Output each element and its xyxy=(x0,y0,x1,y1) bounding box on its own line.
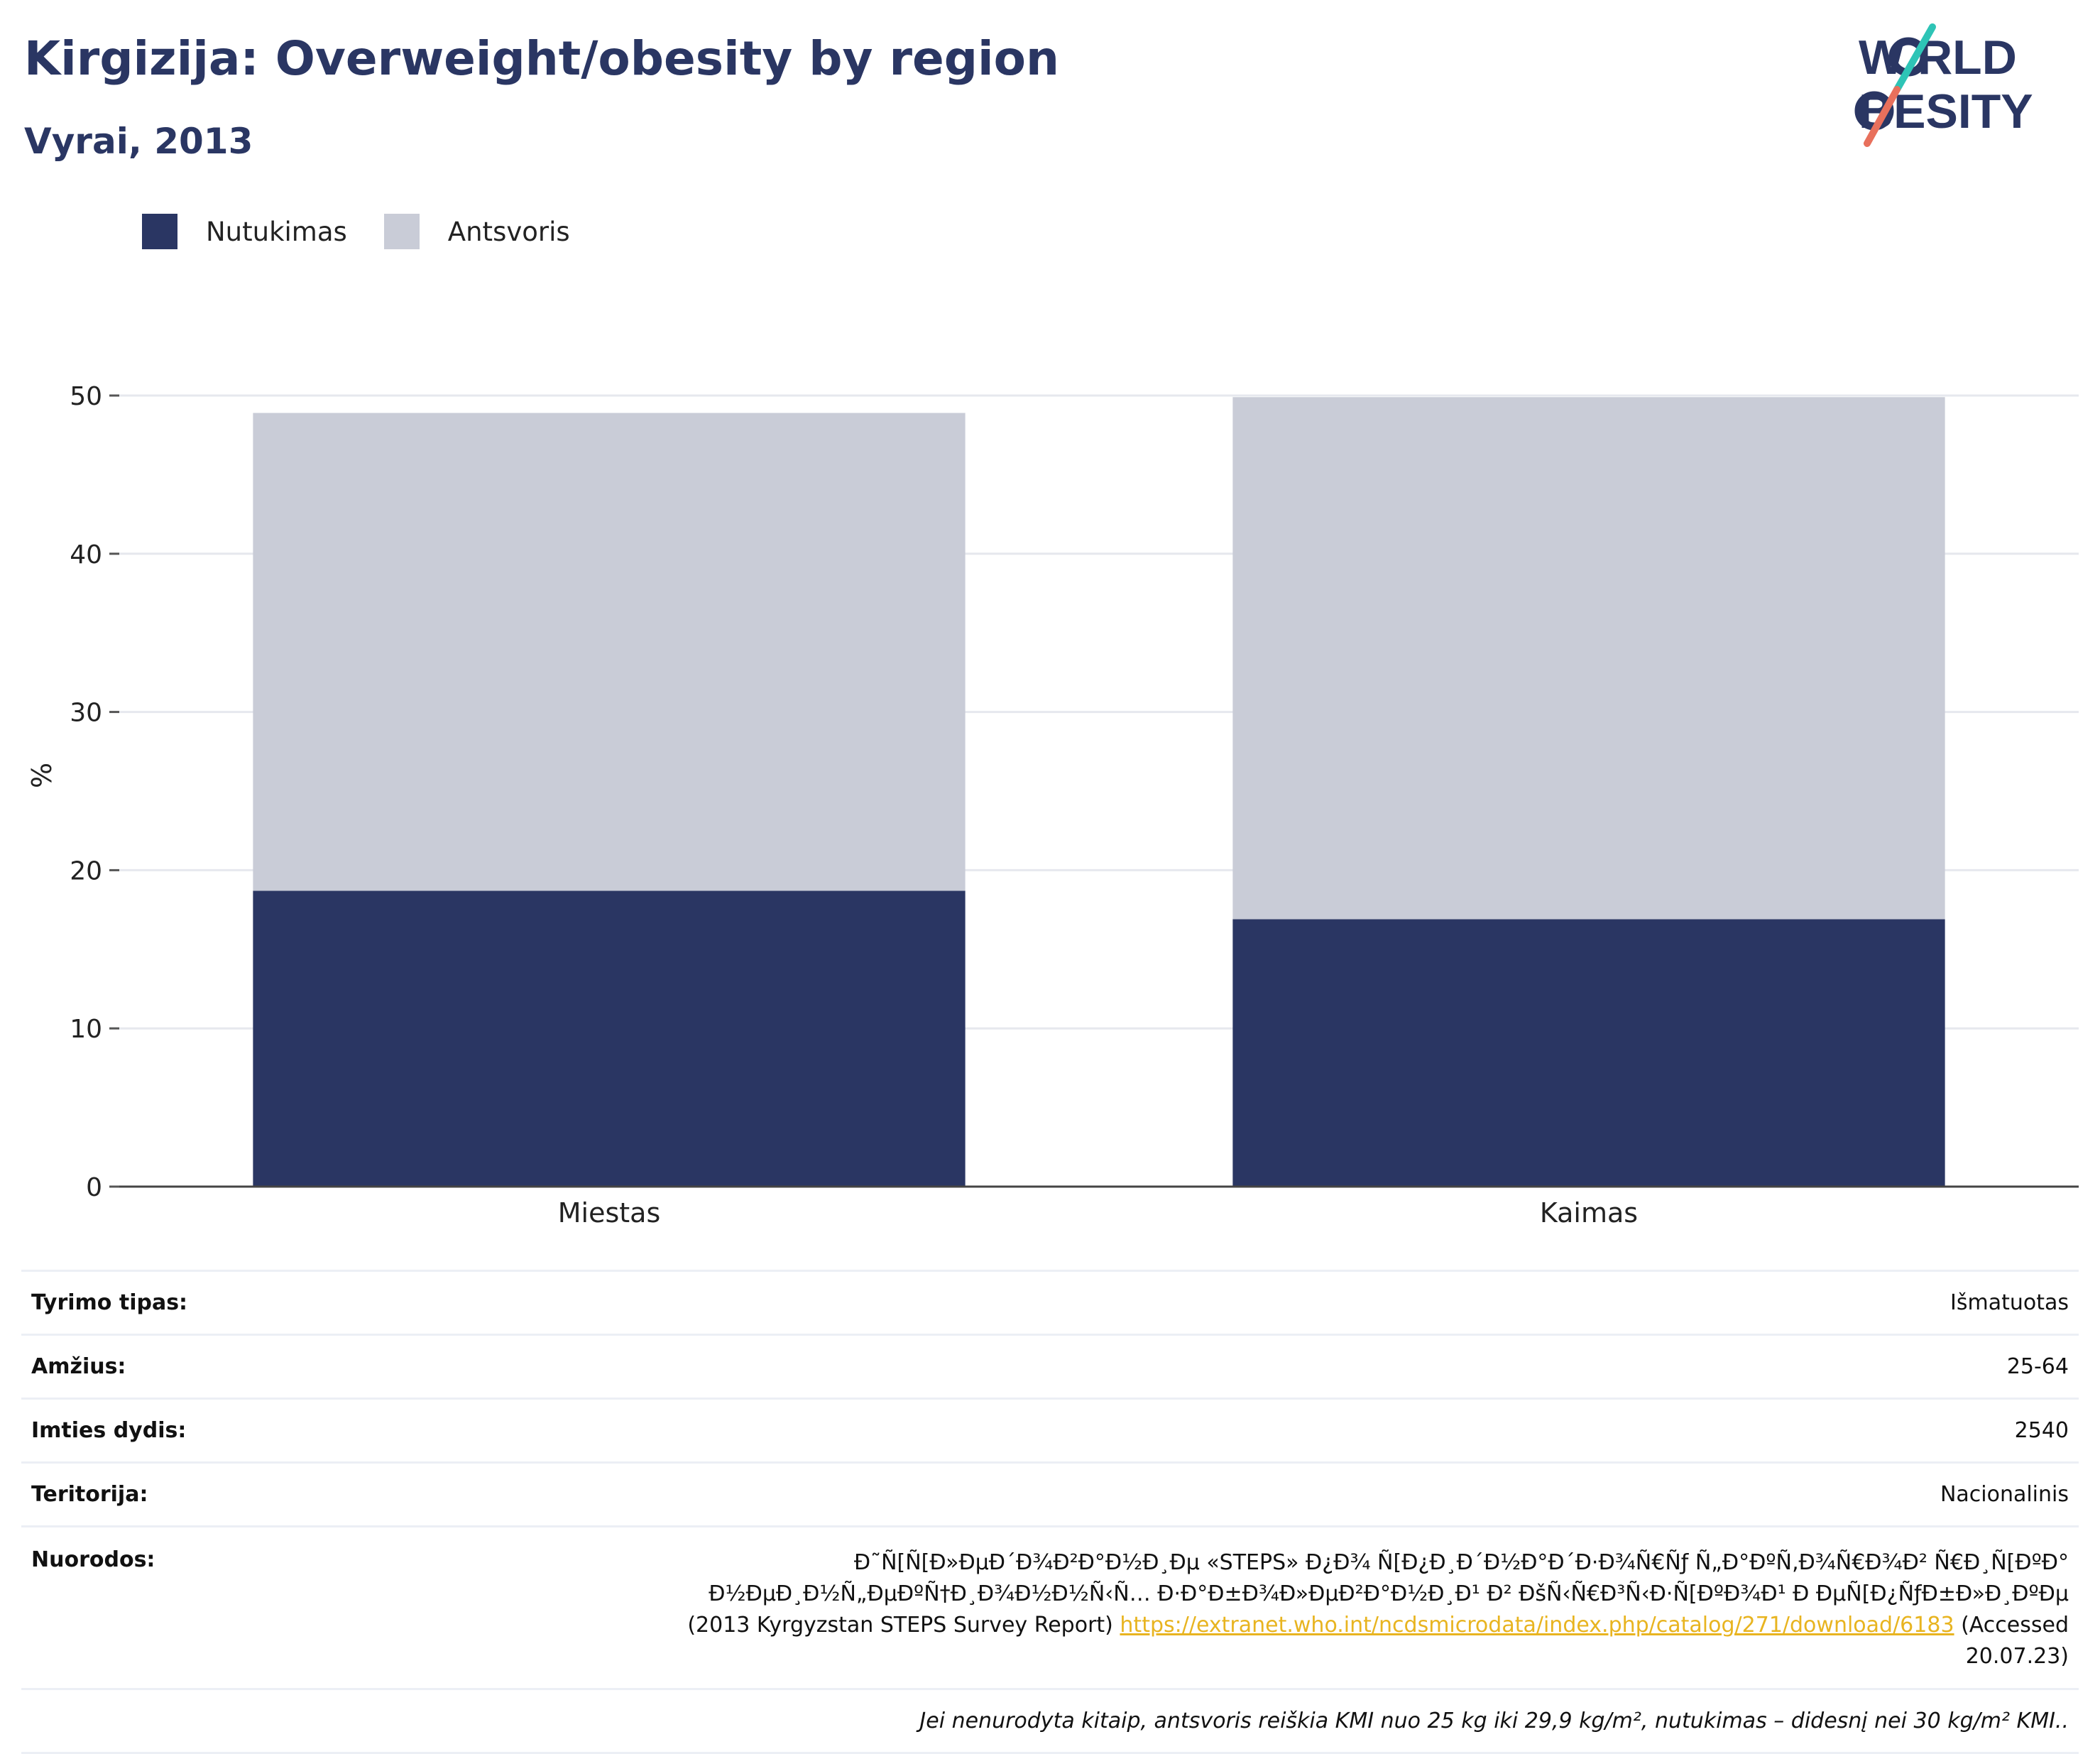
info-row-territory: Teritorija: Nacionalinis xyxy=(21,1461,2079,1525)
y-axis: 0 10 20 30 40 50 xyxy=(70,382,119,1202)
reference-line-3: (2013 Kyrgyzstan STEPS Survey Report) ht… xyxy=(649,1610,2069,1641)
info-row-sample-size: Imties dydis: 2540 xyxy=(21,1398,2079,1461)
info-row-note: Jei nenurodyta kitaip, antsvoris reiškia… xyxy=(21,1688,2079,1754)
reference-line-2: Ð½ÐµÐ¸Ð½Ñ„ÐµÐºÑ†Ð¸Ð¾Ð½Ð½Ñ‹Ñ… Ð·Ð°Ð±Ð¾Ð»Ð… xyxy=(709,1581,2069,1606)
bar-miestas-antsvoris[interactable] xyxy=(253,413,966,891)
reference-report-name: (2013 Kyrgyzstan STEPS Survey Report) xyxy=(687,1613,1113,1638)
info-key: Imties dydis: xyxy=(31,1418,187,1443)
legend-swatch-antsvoris xyxy=(383,214,420,249)
legend-label-antsvoris: Antsvoris xyxy=(447,216,570,247)
y-tick-label-30: 30 xyxy=(70,699,102,728)
info-value: 2540 xyxy=(2014,1418,2069,1443)
y-tick-label-10: 10 xyxy=(70,1015,102,1044)
info-row-survey-type: Tyrimo tipas: Išmatuotas xyxy=(21,1270,2079,1334)
stacked-bar-chart: 0 10 20 30 40 50 Miestas Kaimas % xyxy=(26,382,2079,1229)
info-key: Amžius: xyxy=(31,1354,126,1379)
bar-kaimas-nutukimas[interactable] xyxy=(1232,919,1945,1187)
info-key: Teritorija: xyxy=(31,1482,148,1507)
definition-note: Jei nenurodyta kitaip, antsvoris reiškia… xyxy=(919,1709,2069,1733)
info-value: Išmatuotas xyxy=(1950,1290,2069,1315)
legend-item-antsvoris[interactable]: Antsvoris xyxy=(383,214,570,249)
legend-swatch-nutukimas xyxy=(142,214,177,249)
x-axis: Miestas Kaimas xyxy=(119,1185,2079,1229)
y-tick-label-40: 40 xyxy=(70,540,102,570)
reference-accessed: (Accessed xyxy=(1961,1613,2069,1638)
info-table: Tyrimo tipas: Išmatuotas Amžius: 25-64 I… xyxy=(21,1270,2079,1754)
x-tick-label-miestas: Miestas xyxy=(558,1197,661,1229)
chart-legend: Nutukimas Antsvoris xyxy=(142,213,607,250)
y-tick-label-50: 50 xyxy=(70,382,102,411)
logo-text-top: W RLD xyxy=(1859,31,2017,85)
chart-title: Kirgizija: Overweight/obesity by region xyxy=(24,31,1059,86)
info-key: Tyrimo tipas: xyxy=(31,1290,188,1315)
logo-slash-teal-icon xyxy=(1893,23,1936,93)
info-value: 25-64 xyxy=(2006,1354,2069,1379)
y-axis-label: % xyxy=(26,763,58,788)
y-tick-label-0: 0 xyxy=(86,1173,102,1202)
info-row-references: Nuorodos: Ð˜Ñ[Ñ[Ð»ÐµÐ´Ð¾Ð²Ð°Ð½Ð¸Ðµ «STEP… xyxy=(21,1525,2079,1688)
y-tick-label-20: 20 xyxy=(70,856,102,886)
reference-line-1: Ð˜Ñ[Ñ[Ð»ÐµÐ´Ð¾Ð²Ð°Ð½Ð¸Ðµ «STEPS» Ð¿Ð¾ Ñ[… xyxy=(853,1550,2069,1575)
reference-link[interactable]: https://extranet.who.int/ncdsmicrodata/i… xyxy=(1120,1613,1954,1638)
logo-slash-coral-icon xyxy=(1864,86,1901,147)
chart-subtitle: Vyrai, 2013 xyxy=(24,121,253,162)
reference-line-4: 20.07.23) xyxy=(1965,1644,2069,1669)
info-value: Nacionalinis xyxy=(1940,1482,2069,1507)
bar-miestas-nutukimas[interactable] xyxy=(253,890,966,1187)
bars xyxy=(253,397,1945,1187)
references-text: Ð˜Ñ[Ñ[Ð»ÐµÐ´Ð¾Ð²Ð°Ð½Ð¸Ðµ «STEPS» Ð¿Ð¾ Ñ[… xyxy=(649,1547,2069,1672)
bar-kaimas-antsvoris[interactable] xyxy=(1232,397,1945,920)
x-tick-label-kaimas: Kaimas xyxy=(1540,1197,1638,1229)
info-key: Nuorodos: xyxy=(31,1547,155,1572)
info-row-age: Amžius: 25-64 xyxy=(21,1334,2079,1398)
world-obesity-logo: W RLD BESITY xyxy=(1854,23,2033,147)
legend-item-nutukimas[interactable]: Nutukimas xyxy=(142,214,347,249)
legend-label-nutukimas: Nutukimas xyxy=(206,216,347,247)
